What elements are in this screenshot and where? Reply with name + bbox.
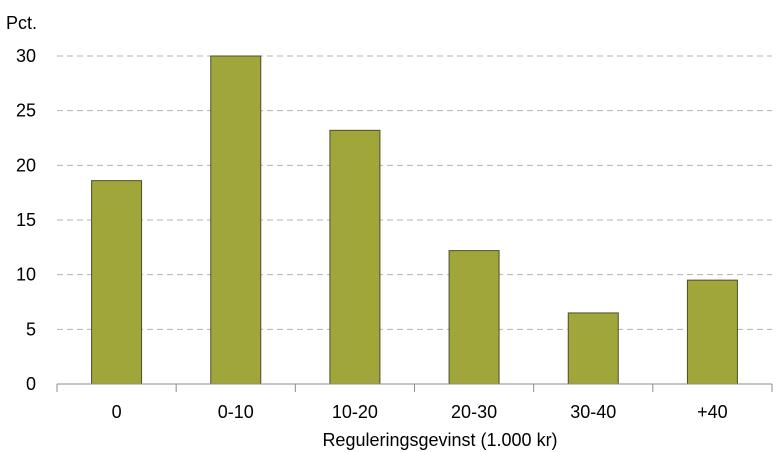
bar-10-20	[329, 129, 381, 385]
bar-+40	[686, 279, 738, 385]
x-tick-label: 10-20	[332, 402, 378, 422]
y-tick-label: 15	[16, 210, 36, 230]
x-tick-label: 20-30	[451, 402, 497, 422]
bar-20-30	[448, 250, 500, 385]
bars	[91, 55, 738, 385]
x-tick-label: 0-10	[218, 402, 254, 422]
bar-0	[91, 180, 143, 385]
x-tick-labels: 0 0-10 10-20 20-30 30-40 +40	[112, 402, 728, 422]
y-tick-label: 20	[16, 155, 36, 175]
x-axis-title: Reguleringsgevinst (1.000 kr)	[322, 430, 557, 450]
bar-0-10	[210, 55, 262, 385]
y-tick-label: 0	[26, 374, 36, 394]
x-tick-label: +40	[697, 402, 728, 422]
y-tick-label: 10	[16, 265, 36, 285]
y-tick-label: 25	[16, 101, 36, 121]
y-unit-label: Pct.	[6, 13, 37, 33]
bar-30-40	[567, 312, 619, 385]
x-tick-label: 30-40	[570, 402, 616, 422]
x-axis	[56, 383, 773, 392]
x-tick-label: 0	[112, 402, 122, 422]
y-tick-label: 5	[26, 319, 36, 339]
y-tick-label: 30	[16, 46, 36, 66]
gridlines	[57, 55, 772, 330]
y-tick-labels: 0 5 10 15 20 25 30	[16, 46, 36, 394]
